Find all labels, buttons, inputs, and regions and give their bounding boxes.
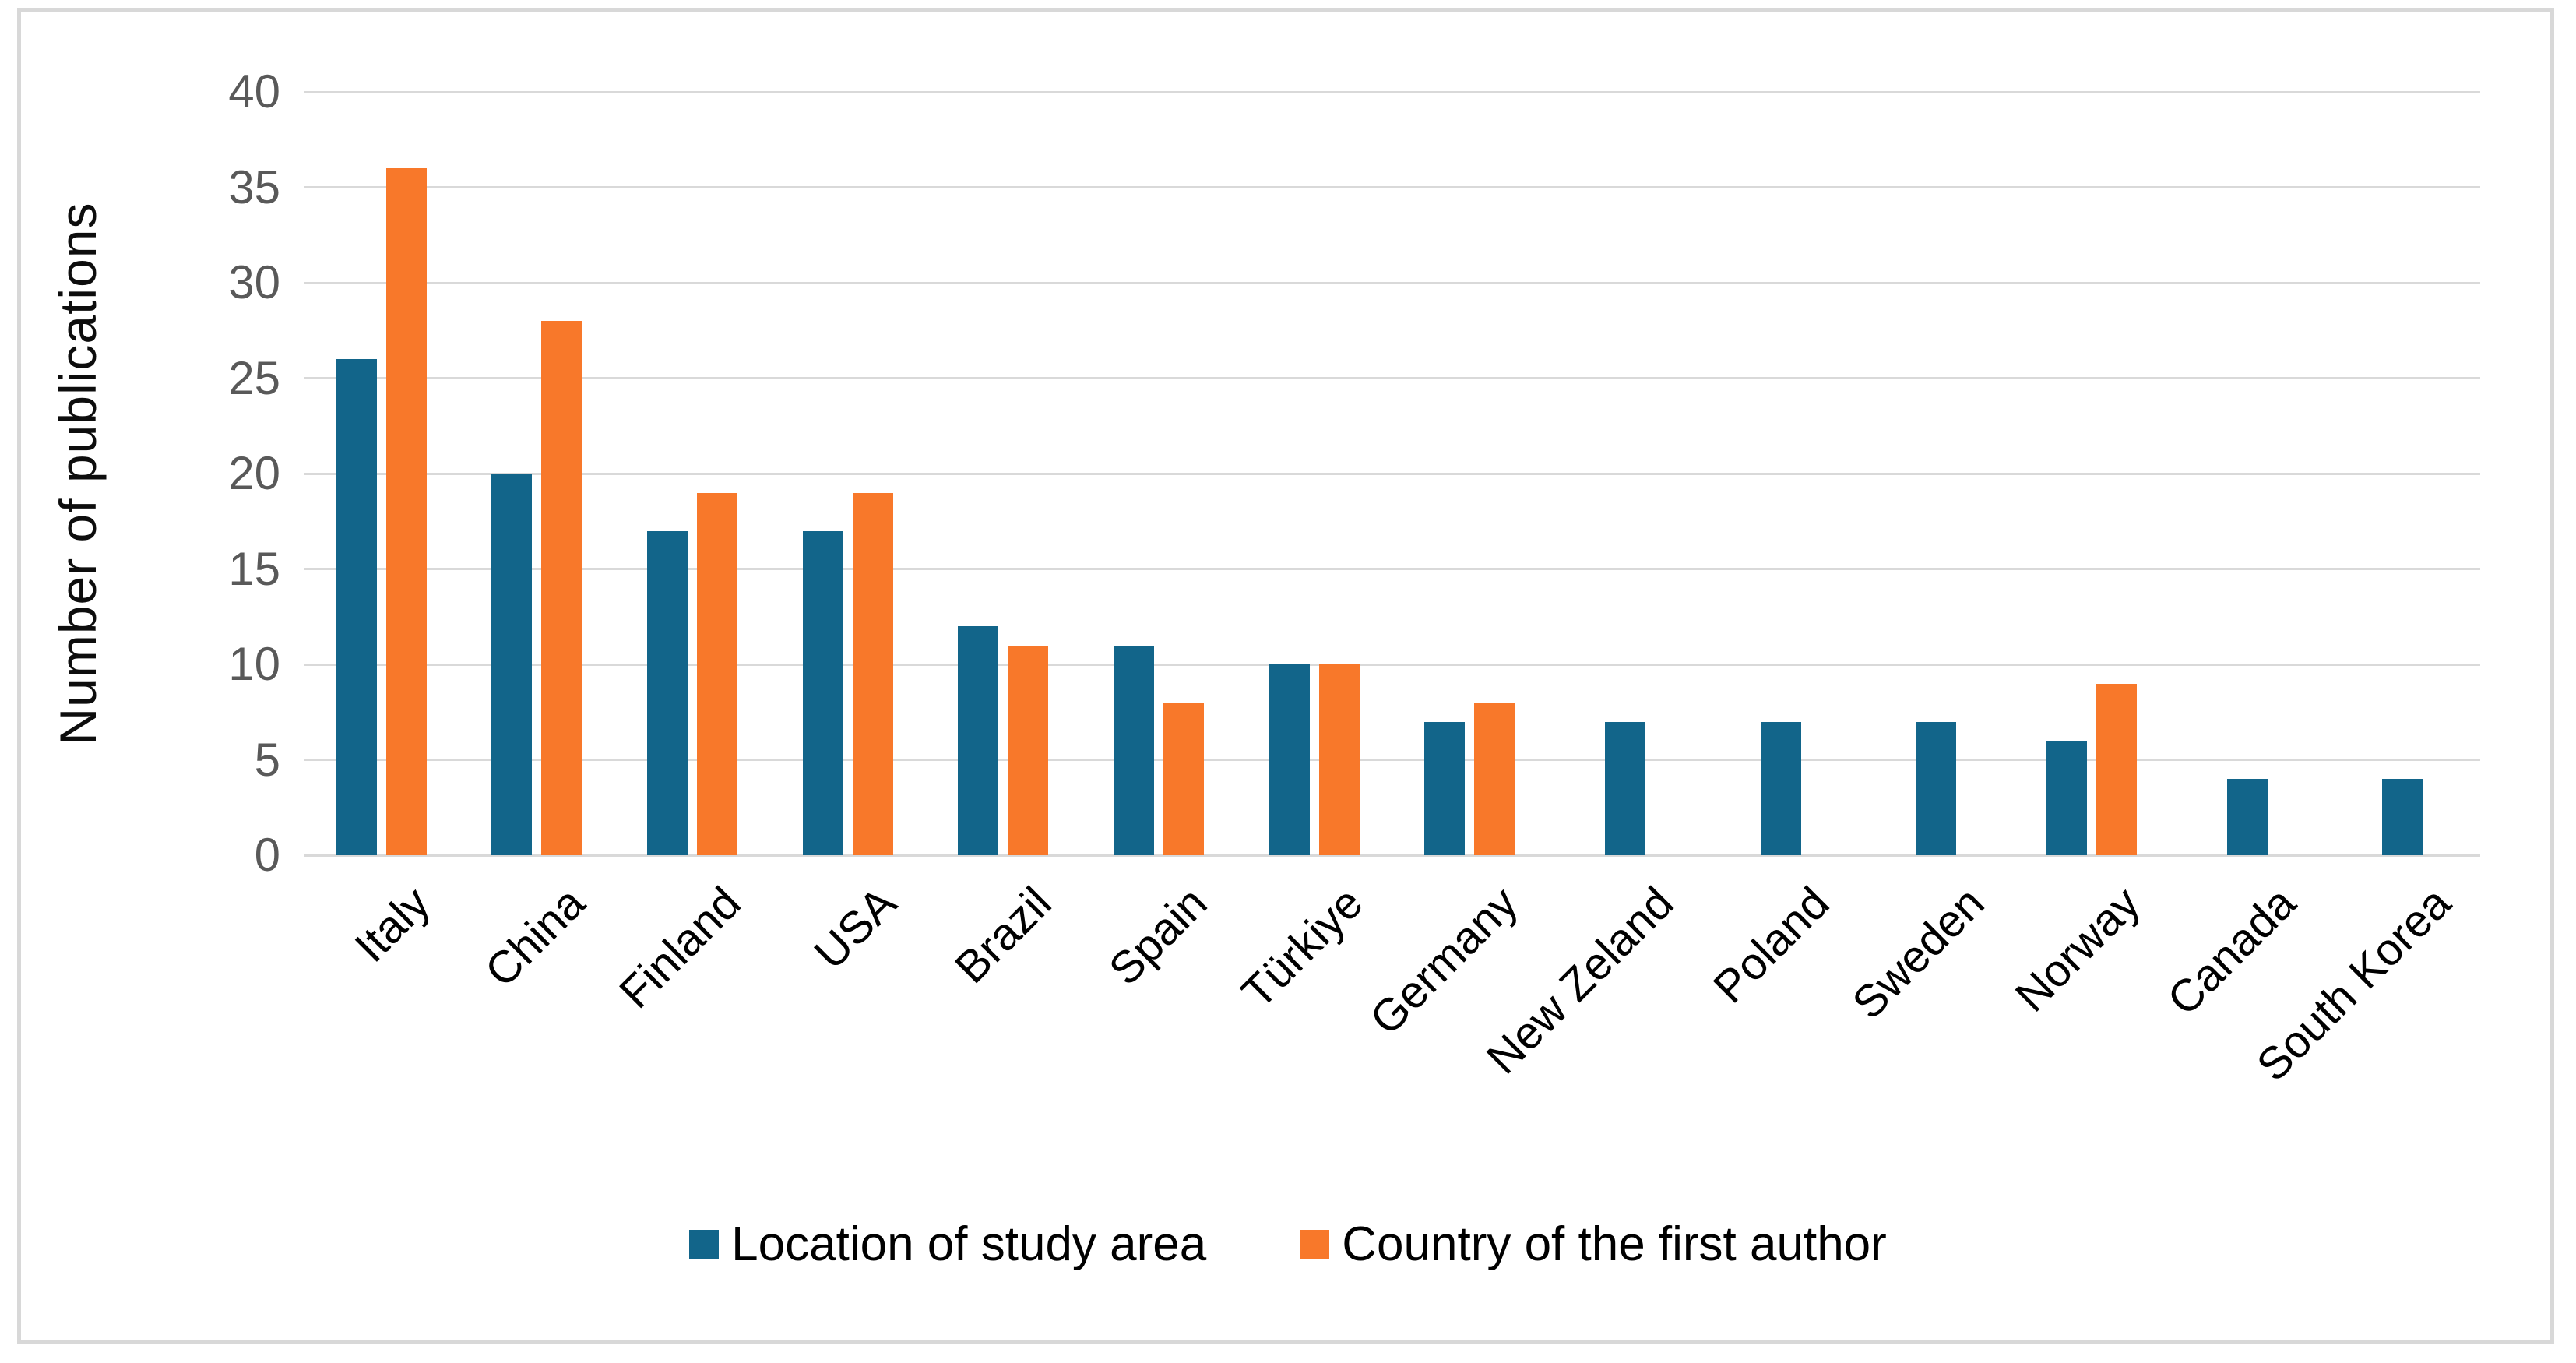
legend-entry-country-of-first-author: Country of the first author [1300,1217,1887,1272]
bar-group-norway [2046,683,2137,855]
bar-group-china [491,321,582,855]
y-tick-label-25: 25 [228,351,280,404]
bar-location-of-study-area-brazil [958,626,999,855]
gridline-y-10 [304,663,2480,666]
y-tick-label-20: 20 [228,447,280,499]
bar-group-usa [802,492,893,855]
y-tick-label-15: 15 [228,542,280,595]
y-tick-label-10: 10 [228,638,280,690]
bar-location-of-study-area-usa [802,530,843,855]
bar-country-of-the-first-author-spain [1163,703,1205,855]
bar-location-of-study-area-spain [1114,645,1155,855]
bar-location-of-study-area-italy [336,359,377,855]
legend: Location of study area Country of the fi… [0,1217,2576,1272]
bar-group-finland [647,492,738,855]
bar-group-brazil [958,626,1049,855]
bar-country-of-the-first-author-germany [1474,703,1515,855]
bar-location-of-study-area-t-rkiye [1269,664,1310,855]
bar-location-of-study-area-poland [1760,721,1801,855]
bar-country-of-the-first-author-finland [697,492,738,855]
y-tick-label-30: 30 [228,256,280,308]
y-tick-label-40: 40 [228,65,280,118]
bar-location-of-study-area-new-zeland [1604,721,1645,855]
y-tick-label-0: 0 [254,829,280,881]
bar-country-of-the-first-author-norway [2096,683,2137,855]
gridline-y-30 [304,281,2480,284]
gridline-y-25 [304,377,2480,379]
bar-group-germany [1424,703,1515,855]
gridline-y-15 [304,568,2480,570]
bar-group-poland [1760,721,1801,855]
gridline-y-0 [304,854,2480,857]
gridline-y-40 [304,90,2480,93]
gridline-y-35 [304,186,2480,188]
bar-country-of-the-first-author-china [541,321,582,855]
bar-location-of-study-area-canada [2226,779,2268,855]
bar-group-canada [2226,779,2268,855]
legend-label-country-of-first-author: Country of the first author [1342,1217,1887,1271]
gridline-y-5 [304,759,2480,761]
bar-country-of-the-first-author-t-rkiye [1318,664,1360,855]
legend-entry-location-of-study-area: Location of study area [689,1217,1206,1272]
bar-location-of-study-area-norway [2046,741,2087,855]
bar-country-of-the-first-author-italy [385,168,427,855]
bar-group-italy [336,168,427,855]
bar-group-new-zeland [1604,721,1645,855]
bar-country-of-the-first-author-brazil [1008,645,1049,855]
y-tick-label-35: 35 [228,160,280,213]
bar-group-sweden [1916,721,1957,855]
bar-group-south-korea [2382,779,2423,855]
y-tick-label-5: 5 [254,733,280,786]
bar-group-spain [1114,645,1205,855]
legend-swatch-location-of-study-area [689,1229,720,1259]
legend-swatch-country-of-first-author [1300,1229,1330,1259]
legend-label-location-of-study-area: Location of study area [731,1217,1207,1271]
bar-group-t-rkiye [1269,664,1360,855]
bar-location-of-study-area-china [491,474,533,855]
bar-location-of-study-area-germany [1424,721,1466,855]
bar-location-of-study-area-south-korea [2382,779,2423,855]
gridline-y-20 [304,472,2480,475]
plot-area [304,90,2480,857]
bar-country-of-the-first-author-usa [852,492,893,855]
bar-location-of-study-area-sweden [1916,721,1957,855]
bar-location-of-study-area-finland [647,530,688,855]
